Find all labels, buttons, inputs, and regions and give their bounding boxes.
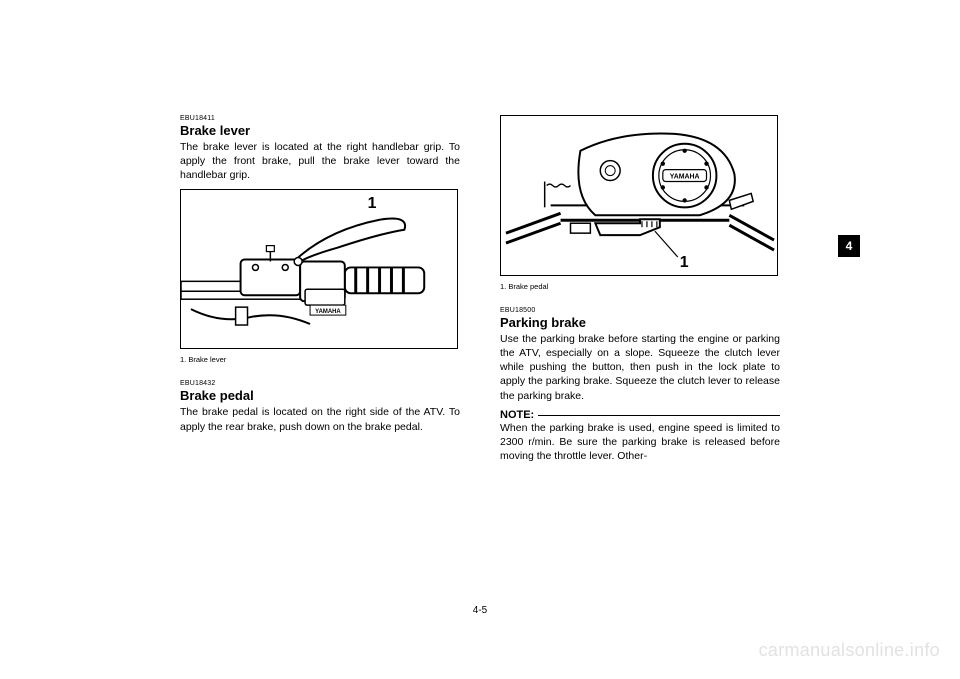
svg-text:YAMAHA: YAMAHA: [670, 174, 700, 181]
svg-text:1: 1: [680, 254, 689, 271]
section-title-parking-brake: Parking brake: [500, 315, 780, 330]
note-heading: NOTE:: [500, 409, 780, 421]
body-text: Use the parking brake before starting th…: [500, 332, 780, 403]
content-columns: EBU18411 Brake lever The brake lever is …: [180, 115, 780, 595]
section-code: EBU18411: [180, 115, 460, 122]
note-body: When the parking brake is used, engine s…: [500, 421, 780, 464]
svg-text:1: 1: [368, 194, 377, 211]
right-column: YAMAHA: [500, 115, 780, 595]
brake-pedal-illustration: YAMAHA: [501, 116, 777, 275]
brake-lever-illustration: YAMAHA 1: [181, 190, 457, 349]
figure-caption: 1. Brake pedal: [500, 282, 780, 291]
page-number: 4-5: [0, 605, 960, 616]
note-label: NOTE:: [500, 409, 534, 421]
manual-page: 4 EBU18411 Brake lever The brake lever i…: [0, 0, 960, 679]
watermark: carmanualsonline.info: [759, 640, 940, 661]
body-text: The brake lever is located at the right …: [180, 140, 460, 183]
left-column: EBU18411 Brake lever The brake lever is …: [180, 115, 460, 595]
note-rule: [538, 415, 780, 416]
section-code: EBU18432: [180, 380, 460, 387]
figure-caption: 1. Brake lever: [180, 355, 460, 364]
section-title-brake-lever: Brake lever: [180, 123, 460, 138]
section-title-brake-pedal: Brake pedal: [180, 388, 460, 403]
body-text: The brake pedal is located on the right …: [180, 405, 460, 433]
figure-brake-pedal: YAMAHA: [500, 115, 778, 276]
svg-text:YAMAHA: YAMAHA: [315, 309, 341, 315]
figure-brake-lever: YAMAHA 1: [180, 189, 458, 350]
section-code: EBU18500: [500, 307, 780, 314]
chapter-tab: 4: [838, 235, 860, 257]
